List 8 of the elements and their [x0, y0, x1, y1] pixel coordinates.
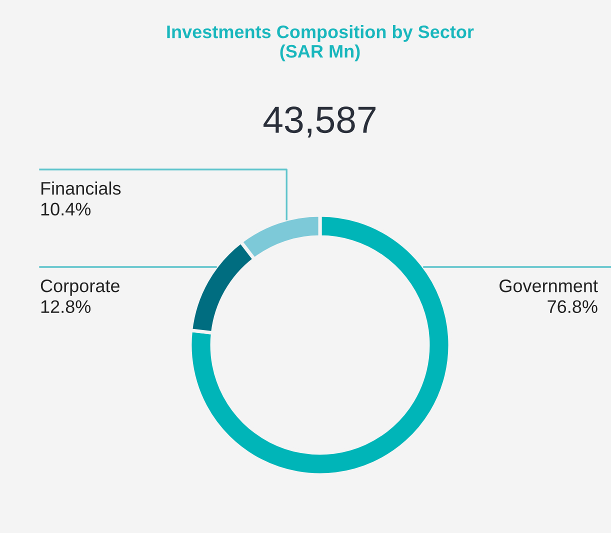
- chart-title: Investments Composition by Sector (SAR Mn): [167, 25, 474, 62]
- data-label: 12.8%: [41, 300, 91, 314]
- slice-label: Financials: [41, 182, 121, 195]
- chart-subtitle: 43,587: [264, 106, 376, 138]
- data-label: 76.8%: [548, 300, 598, 314]
- slice-label: Government: [500, 279, 598, 292]
- data-label: 10.4%: [41, 202, 91, 216]
- slice-label: Corporate: [40, 279, 120, 296]
